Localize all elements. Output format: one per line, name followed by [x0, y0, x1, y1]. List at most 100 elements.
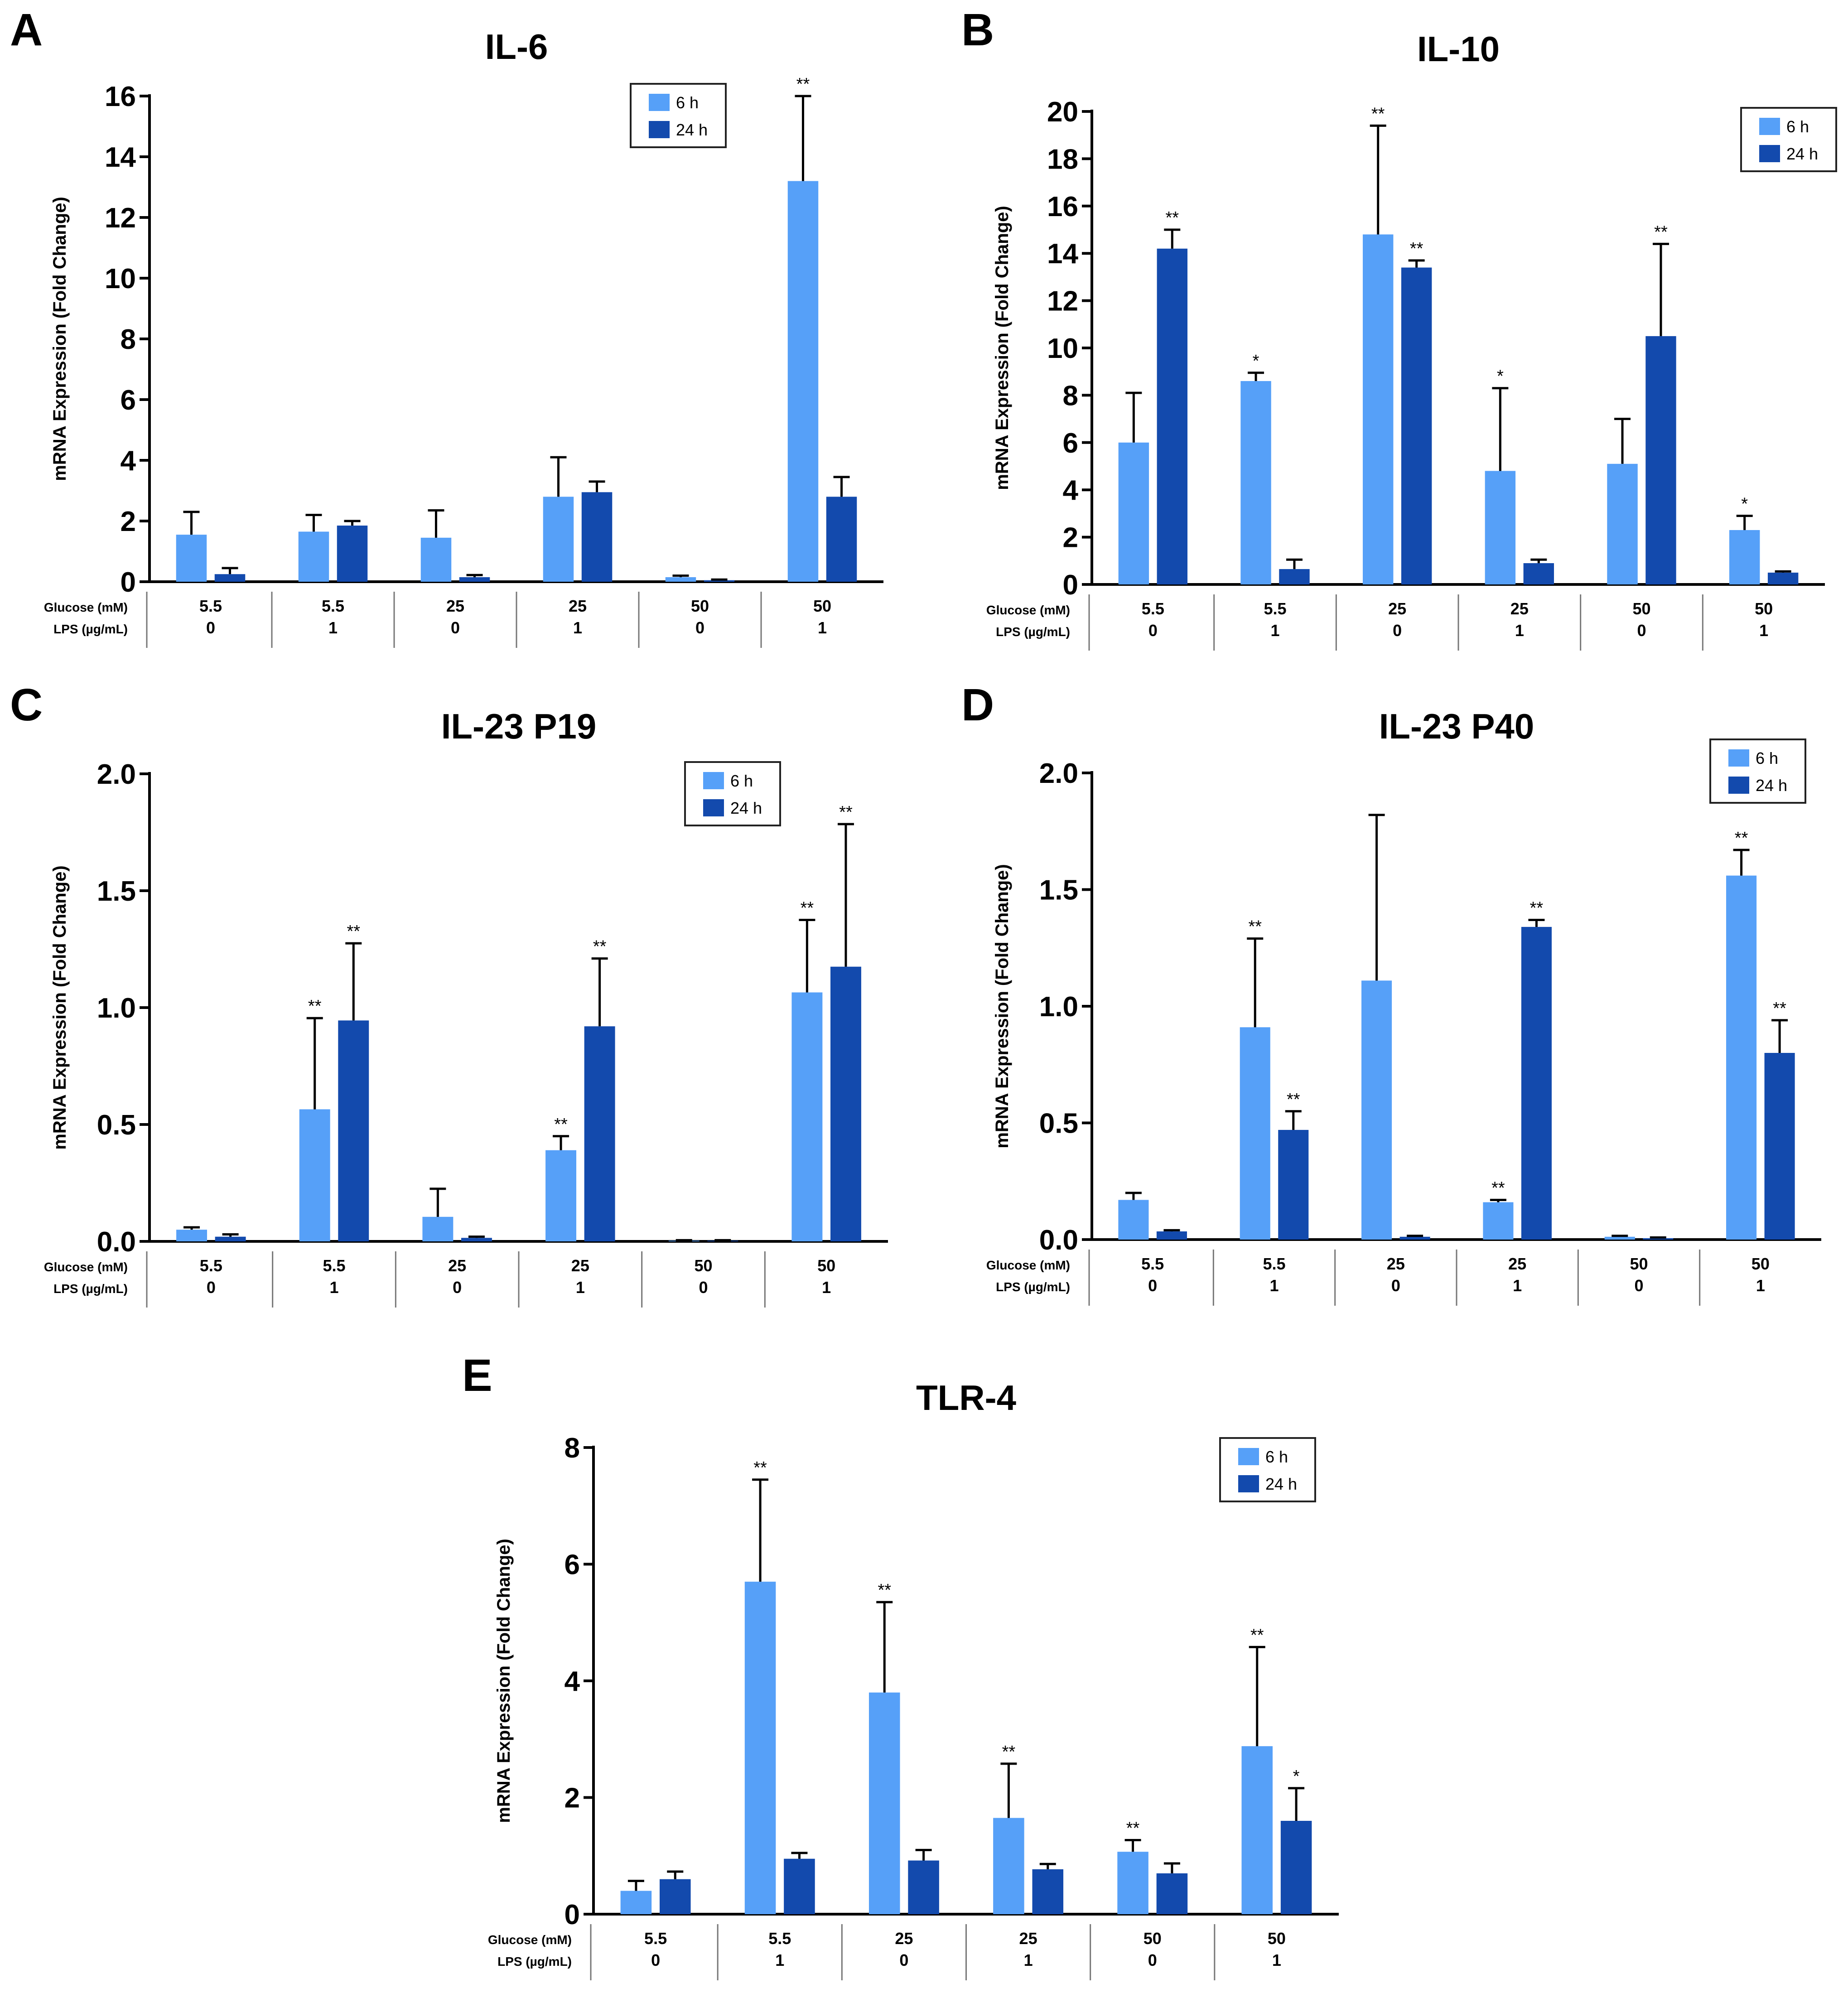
panel-e-legend-label: 24 h	[1265, 1475, 1297, 1493]
panel-e-bar-24h	[1156, 1873, 1188, 1914]
panel-d-bar-24h	[1521, 927, 1552, 1240]
panel-d-bar-6h	[1361, 980, 1392, 1240]
panel-b-bar-24h	[1279, 569, 1310, 584]
panel-d: D IL-23 P40 mRNA Expression (Fold Change) 0…	[961, 680, 1821, 1306]
panel-b-ytick-label: 14	[1047, 238, 1078, 270]
panel-e-significance: **	[1002, 1742, 1016, 1761]
panel-b-ylabel: mRNA Expression (Fold Change)	[992, 206, 1012, 490]
panel-e-glucose-value: 25	[895, 1929, 913, 1948]
panel-c-lps-value: 0	[207, 1278, 216, 1297]
panel-a-glucose-value: 5.5	[199, 597, 222, 615]
panel-c-glucose-value: 25	[448, 1256, 466, 1275]
panel-e-glucose-value: 50	[1144, 1929, 1162, 1948]
panel-c-legend-swatch-24h	[703, 799, 724, 816]
panel-a-ytick-label: 4	[121, 445, 136, 477]
panel-d-bar-24h	[1399, 1236, 1430, 1240]
panel-c-bar-24h	[830, 966, 861, 1241]
panel-a-bar-6h	[298, 531, 329, 582]
panel-a-ytick-label: 10	[105, 263, 136, 294]
panel-e-bar-24h	[659, 1879, 691, 1914]
panel-c-bar-6h	[299, 1109, 330, 1241]
panel-a-row-label-lps: LPS (µg/mL)	[53, 622, 128, 636]
panel-e-row-label-lps: LPS (µg/mL)	[497, 1954, 572, 1969]
panel-c-lps-value: 1	[822, 1278, 831, 1297]
panel-a-glucose-value: 5.5	[322, 597, 344, 615]
panel-c-legend-swatch-6h	[703, 772, 724, 789]
panel-a-bar-6h	[787, 181, 819, 582]
panel-c-glucose-value: 5.5	[200, 1256, 222, 1275]
panel-b-glucose-value: 50	[1755, 599, 1773, 618]
panel-a-glucose-value: 25	[446, 597, 464, 615]
panel-a-ylabel: mRNA Expression (Fold Change)	[50, 197, 70, 481]
panel-e-row-label-glucose: Glucose (mM)	[488, 1933, 572, 1947]
panel-b-bar-6h	[1240, 381, 1271, 584]
panel-e-glucose-value: 5.5	[768, 1929, 791, 1948]
panel-d-bar-24h	[1764, 1053, 1795, 1240]
panel-d-significance: **	[1491, 1178, 1505, 1197]
panel-b-significance: **	[1410, 239, 1423, 258]
panel-a-legend-swatch-6h	[649, 94, 670, 111]
panel-b-significance: *	[1741, 495, 1748, 514]
panel-a-bar-24h	[826, 497, 857, 582]
panel-e-bar-6h	[1241, 1746, 1273, 1914]
panel-e-bar-6h	[620, 1891, 652, 1914]
panel-d-ytick-label: 1.0	[1039, 991, 1078, 1023]
panel-e-ytick-label: 0	[565, 1899, 580, 1930]
panel-c-ytick-label: 0.5	[97, 1110, 136, 1141]
panel-e-bar-6h	[993, 1818, 1024, 1914]
panel-b-row-label-glucose: Glucose (mM)	[986, 603, 1070, 617]
panel-e-bar-24h	[908, 1860, 939, 1914]
panel-d-bar-24h	[1278, 1129, 1309, 1240]
panel-d-row-label-glucose: Glucose (mM)	[986, 1258, 1070, 1272]
panel-e-legend-box	[1219, 1437, 1316, 1502]
panel-e-bar-6h	[1117, 1852, 1148, 1914]
panel-a-bar-24h	[581, 492, 613, 582]
panel-b-significance: *	[1497, 367, 1504, 386]
panel-a-bar-6h	[176, 535, 207, 582]
panel-c-letter: C	[10, 680, 43, 730]
panel-e-ytick-label: 2	[565, 1783, 580, 1814]
panel-c-bar-6h	[791, 992, 823, 1241]
panel-e-significance: *	[1293, 1767, 1300, 1786]
panel-a-lps-value: 1	[818, 618, 827, 637]
panel-e-title: TLR-4	[916, 1378, 1016, 1418]
panel-a-ytick-label: 6	[121, 385, 136, 416]
panel-e-lps-value: 0	[1148, 1951, 1157, 1969]
panel-c-significance: **	[593, 937, 607, 956]
panel-d-bar-24h	[1643, 1238, 1674, 1240]
panel-d-significance: **	[1248, 917, 1262, 936]
panel-c-bar-6h	[176, 1230, 207, 1241]
panel-d-ytick-label: 0.0	[1039, 1225, 1078, 1256]
panel-b-glucose-value: 25	[1510, 599, 1529, 618]
panel-a-bar-6h	[420, 537, 452, 582]
panel-c-ytick-label: 1.0	[97, 993, 136, 1024]
panel-e: E TLR-4 mRNA Expression (Fold Change) 0 2 4 6 8…	[462, 1350, 1339, 1980]
panel-a-bar-24h	[337, 526, 368, 582]
panel-a-bar-24h	[459, 577, 490, 582]
panel-d-lps-value: 0	[1148, 1276, 1157, 1295]
panel-c-legend-label: 24 h	[730, 799, 762, 817]
panel-b-ytick-label: 0	[1063, 569, 1078, 601]
panel-a-ytick-label: 12	[105, 203, 136, 234]
panel-d-bar-6h	[1118, 1200, 1149, 1240]
panel-e-bar-6h	[744, 1582, 776, 1914]
panel-d-lps-value: 1	[1513, 1276, 1522, 1295]
panel-d-significance: **	[1530, 898, 1544, 917]
panel-a-legend-label: 24 h	[676, 121, 708, 139]
panel-a-bar-6h	[543, 497, 574, 582]
panel-b-bar-6h	[1729, 530, 1760, 584]
panel-b-glucose-value: 50	[1632, 599, 1650, 618]
panel-a-ytick-label: 0	[121, 567, 136, 598]
panel-b-bar-6h	[1485, 471, 1516, 584]
panel-d-glucose-value: 25	[1387, 1255, 1405, 1273]
panel-e-legend-swatch-6h	[1238, 1448, 1259, 1465]
panel-b-ytick-label: 6	[1063, 428, 1078, 459]
panel-b-bar-24h	[1157, 248, 1188, 584]
panel-b-legend-swatch-6h	[1759, 118, 1780, 135]
panel-e-legend-label: 6 h	[1265, 1448, 1288, 1466]
panel-d-lps-value: 1	[1756, 1276, 1765, 1295]
panel-b-bar-6h	[1118, 442, 1149, 584]
panel-c-ytick-label: 0.0	[97, 1226, 136, 1258]
panel-a-legend-swatch-24h	[649, 121, 670, 138]
